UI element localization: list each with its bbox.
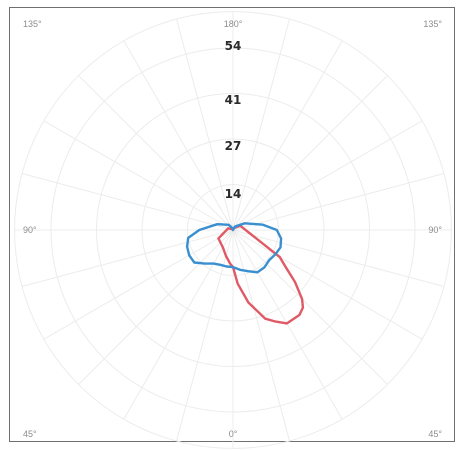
radial-tick-labels: 14 27 41 54 (225, 39, 242, 201)
grid-spoke (21, 229, 234, 288)
series-line-1 (217, 224, 305, 325)
grid-spoke (232, 229, 445, 288)
grid-spoke (232, 229, 291, 442)
grid-spoke (21, 172, 234, 231)
grid-spoke (43, 120, 234, 231)
angle-label-bottom-left: 45° (23, 429, 37, 439)
grid-spoke (78, 75, 234, 231)
grid-spoke (232, 75, 388, 231)
grid-spoke (123, 229, 234, 420)
grid-spoke (123, 40, 234, 231)
grid-spoke (43, 229, 234, 340)
angle-label-left: 90° (23, 225, 37, 235)
angle-label-bottom: 0° (229, 429, 238, 439)
angle-label-bottom-right: 45° (428, 429, 442, 439)
grid-spoke (232, 229, 423, 340)
angle-label-top-right: 135° (423, 19, 442, 29)
angle-label-top-left: 135° (23, 19, 42, 29)
radial-tick-41: 41 (225, 93, 242, 107)
angle-label-right: 90° (428, 225, 442, 235)
series-line-2 (185, 222, 283, 274)
radial-tick-14: 14 (225, 187, 242, 201)
series-group (185, 222, 305, 325)
grid-spoke (175, 18, 234, 231)
radial-tick-27: 27 (225, 139, 242, 153)
radial-tick-54: 54 (225, 39, 242, 53)
grid-spoke (232, 172, 445, 231)
grid-spoke (78, 229, 234, 385)
grid-spoke (232, 18, 291, 231)
grid-spoke (232, 40, 343, 231)
grid-spoke (232, 229, 343, 420)
angle-labels: 180° 135° 135° 90° 90° 0° 45° 45° (23, 19, 442, 439)
angle-label-top: 180° (224, 19, 243, 29)
grid-spoke (232, 120, 423, 231)
grid-spoke (232, 229, 388, 385)
